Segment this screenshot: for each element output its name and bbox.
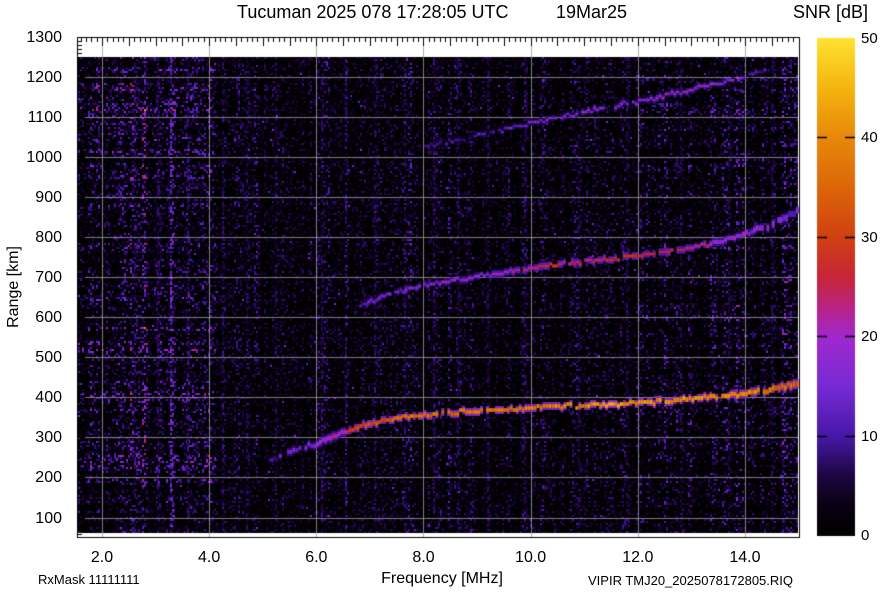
y-tick-label: 400 <box>35 389 62 407</box>
y-tick-label: 1100 <box>27 109 62 126</box>
y-tick-label: 100 <box>35 509 62 527</box>
colorbar-tick-label: 10 <box>861 427 878 445</box>
y-tick-label: 1200 <box>26 68 62 86</box>
y-tick-label: 300 <box>35 429 62 447</box>
y-tick-label: 600 <box>35 309 62 327</box>
x-tick-label: 4.0 <box>198 549 221 566</box>
x-tick-label: 12.0 <box>622 549 654 566</box>
x-tick-label: 10.0 <box>515 549 547 566</box>
x-tick-label: 14.0 <box>729 549 761 566</box>
y-tick-label: 1000 <box>26 149 62 167</box>
y-tick-label: 200 <box>35 469 62 487</box>
colorbar-tick-label: 0 <box>861 527 870 544</box>
x-tick-label: 8.0 <box>412 549 435 566</box>
source-file-label: VIPIR TMJ20_2025078172805.RIQ <box>588 573 794 588</box>
x-tick-label: 2.0 <box>90 549 114 566</box>
x-tick-label: 6.0 <box>305 549 328 566</box>
y-tick-label: 800 <box>35 229 62 247</box>
plot-title: Tucuman 2025 078 17:28:05 UTC <box>237 2 509 22</box>
y-tick-label: 700 <box>35 269 62 287</box>
colorbar-tick-label: 30 <box>861 228 878 246</box>
plot-date: 19Mar25 <box>556 2 628 22</box>
y-tick-label: 900 <box>35 189 62 207</box>
y-tick-label: 500 <box>35 349 62 367</box>
colorbar-title: SNR [dB] <box>793 2 869 22</box>
colorbar-tick-label: 20 <box>861 328 878 346</box>
rxmask-label: RxMask 11111111 <box>38 572 140 587</box>
y-tick-label: 1300 <box>26 28 62 46</box>
colorbar-tick-label: 40 <box>861 129 878 147</box>
x-axis-title: Frequency [MHz] <box>381 570 503 587</box>
colorbar-tick-label: 50 <box>861 30 878 47</box>
